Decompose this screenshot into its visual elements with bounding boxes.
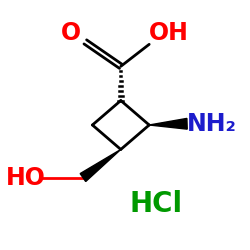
- Text: NH₂: NH₂: [187, 112, 237, 136]
- Polygon shape: [149, 118, 187, 129]
- Text: O: O: [61, 21, 81, 45]
- Text: OH: OH: [149, 21, 189, 45]
- Text: HCl: HCl: [130, 190, 183, 218]
- Polygon shape: [80, 150, 121, 182]
- Text: HO: HO: [6, 166, 46, 190]
